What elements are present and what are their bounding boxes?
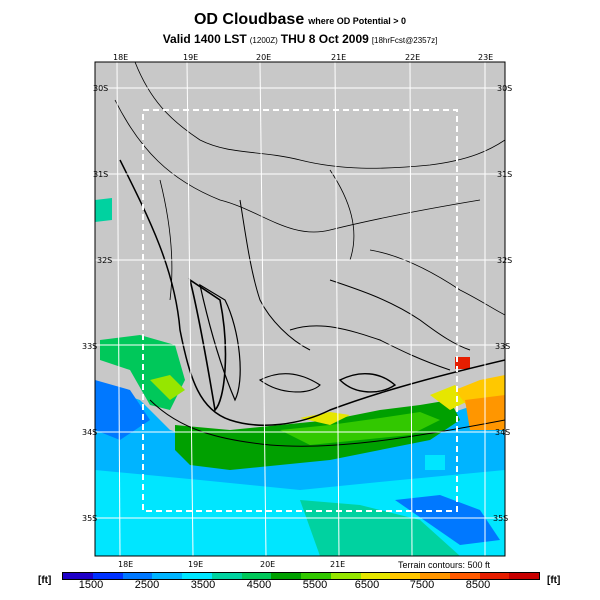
- title-main-sub: where OD Potential > 0: [308, 16, 406, 26]
- colorbar-tick-label: 4500: [246, 579, 272, 591]
- utc-code: (1200Z): [249, 36, 278, 45]
- colorbar-segment: [330, 573, 361, 579]
- lat-label-right: 34S: [495, 428, 510, 437]
- colorbar-tick-label: 2500: [134, 579, 160, 591]
- colorbar-segment: [211, 573, 242, 579]
- colorbar-segment: [92, 573, 123, 579]
- lon-labels-bottom: 18E 19E 20E 21E: [118, 560, 345, 569]
- colorbar-segment: [479, 573, 510, 579]
- inner-domain-box: [142, 109, 458, 512]
- lat-label-right: 32S: [497, 256, 512, 265]
- colorbar-tick-label: 3500: [190, 579, 216, 591]
- lat-label-right: 31S: [497, 170, 512, 179]
- lon-label-top: 23E: [478, 53, 493, 62]
- colorbar: [62, 572, 540, 580]
- lon-label-top: 19E: [183, 53, 198, 62]
- forecast-run: [18hrFcst@2357z]: [371, 36, 438, 45]
- colorbar-tick-label: 5500: [302, 579, 328, 591]
- colorbar-segment: [390, 573, 420, 579]
- colorbar-segment: [271, 573, 301, 579]
- lon-label-bottom: 19E: [188, 560, 203, 569]
- colorbar-segment: [122, 573, 153, 579]
- title-block: OD Cloudbase where OD Potential > 0 Valid…: [0, 10, 600, 49]
- colorbar-segment: [241, 573, 272, 579]
- cloudbase-shading: [95, 198, 505, 556]
- lat-label-left: 30S: [93, 84, 108, 93]
- map-subtitle: Valid 1400 LST (1200Z) THU 8 Oct 2009 [18hr…: [0, 31, 600, 49]
- lat-label-right: 35S: [493, 514, 508, 523]
- colorbar-segment: [360, 573, 391, 579]
- colorbar-unit-left: [ft]: [38, 575, 52, 586]
- terrain-contours-note: Terrain contours: 500 ft: [398, 560, 491, 570]
- lat-label-left: 33S: [82, 342, 97, 351]
- colorbar-tick-label: 1500: [78, 579, 104, 591]
- lat-label-right: 33S: [495, 342, 510, 351]
- forecast-date: THU 8 Oct 2009: [280, 32, 369, 46]
- lat-label-left: 32S: [97, 256, 112, 265]
- lon-label-top: 21E: [331, 53, 346, 62]
- colorbar-segment: [509, 573, 539, 579]
- lon-label-bottom: 18E: [118, 560, 133, 569]
- lat-lon-grid: [95, 61, 505, 557]
- lon-label-top: 18E: [113, 53, 128, 62]
- terrain-contours: [114, 62, 505, 447]
- lon-label-bottom: 20E: [260, 560, 275, 569]
- lat-label-left: 31S: [93, 170, 108, 179]
- colorbar-segment: [63, 573, 93, 579]
- valid-time: Valid 1400 LST: [162, 32, 247, 46]
- lon-label-top: 20E: [256, 53, 271, 62]
- colorbar-segment: [420, 573, 450, 579]
- colorbar-segment: [152, 573, 182, 579]
- lat-label-right: 30S: [497, 84, 512, 93]
- map-frame: [94, 61, 506, 557]
- lat-labels-left: 30S 31S 32S 33S 34S 35S: [82, 84, 112, 523]
- map-title: OD Cloudbase where OD Potential > 0: [0, 10, 600, 31]
- colorbar-segment: [301, 573, 331, 579]
- colorbar-segment: [449, 573, 480, 579]
- lat-labels-right: 30S 31S 32S 33S 34S 35S: [493, 84, 512, 523]
- lon-label-bottom: 21E: [330, 560, 345, 569]
- lon-label-top: 22E: [405, 53, 420, 62]
- colorbar-unit-right: [ft]: [547, 575, 561, 586]
- colorbar-tick-label: 6500: [354, 579, 380, 591]
- lat-label-left: 34S: [82, 428, 97, 437]
- lat-label-left: 35S: [82, 514, 97, 523]
- colorbar-segment: [182, 573, 212, 579]
- colorbar-tick-label: 7500: [409, 579, 435, 591]
- lon-labels-top: 18E 19E 20E 21E 22E 23E: [113, 53, 493, 62]
- title-main: OD Cloudbase: [193, 11, 305, 28]
- colorbar-tick-label: 8500: [465, 579, 491, 591]
